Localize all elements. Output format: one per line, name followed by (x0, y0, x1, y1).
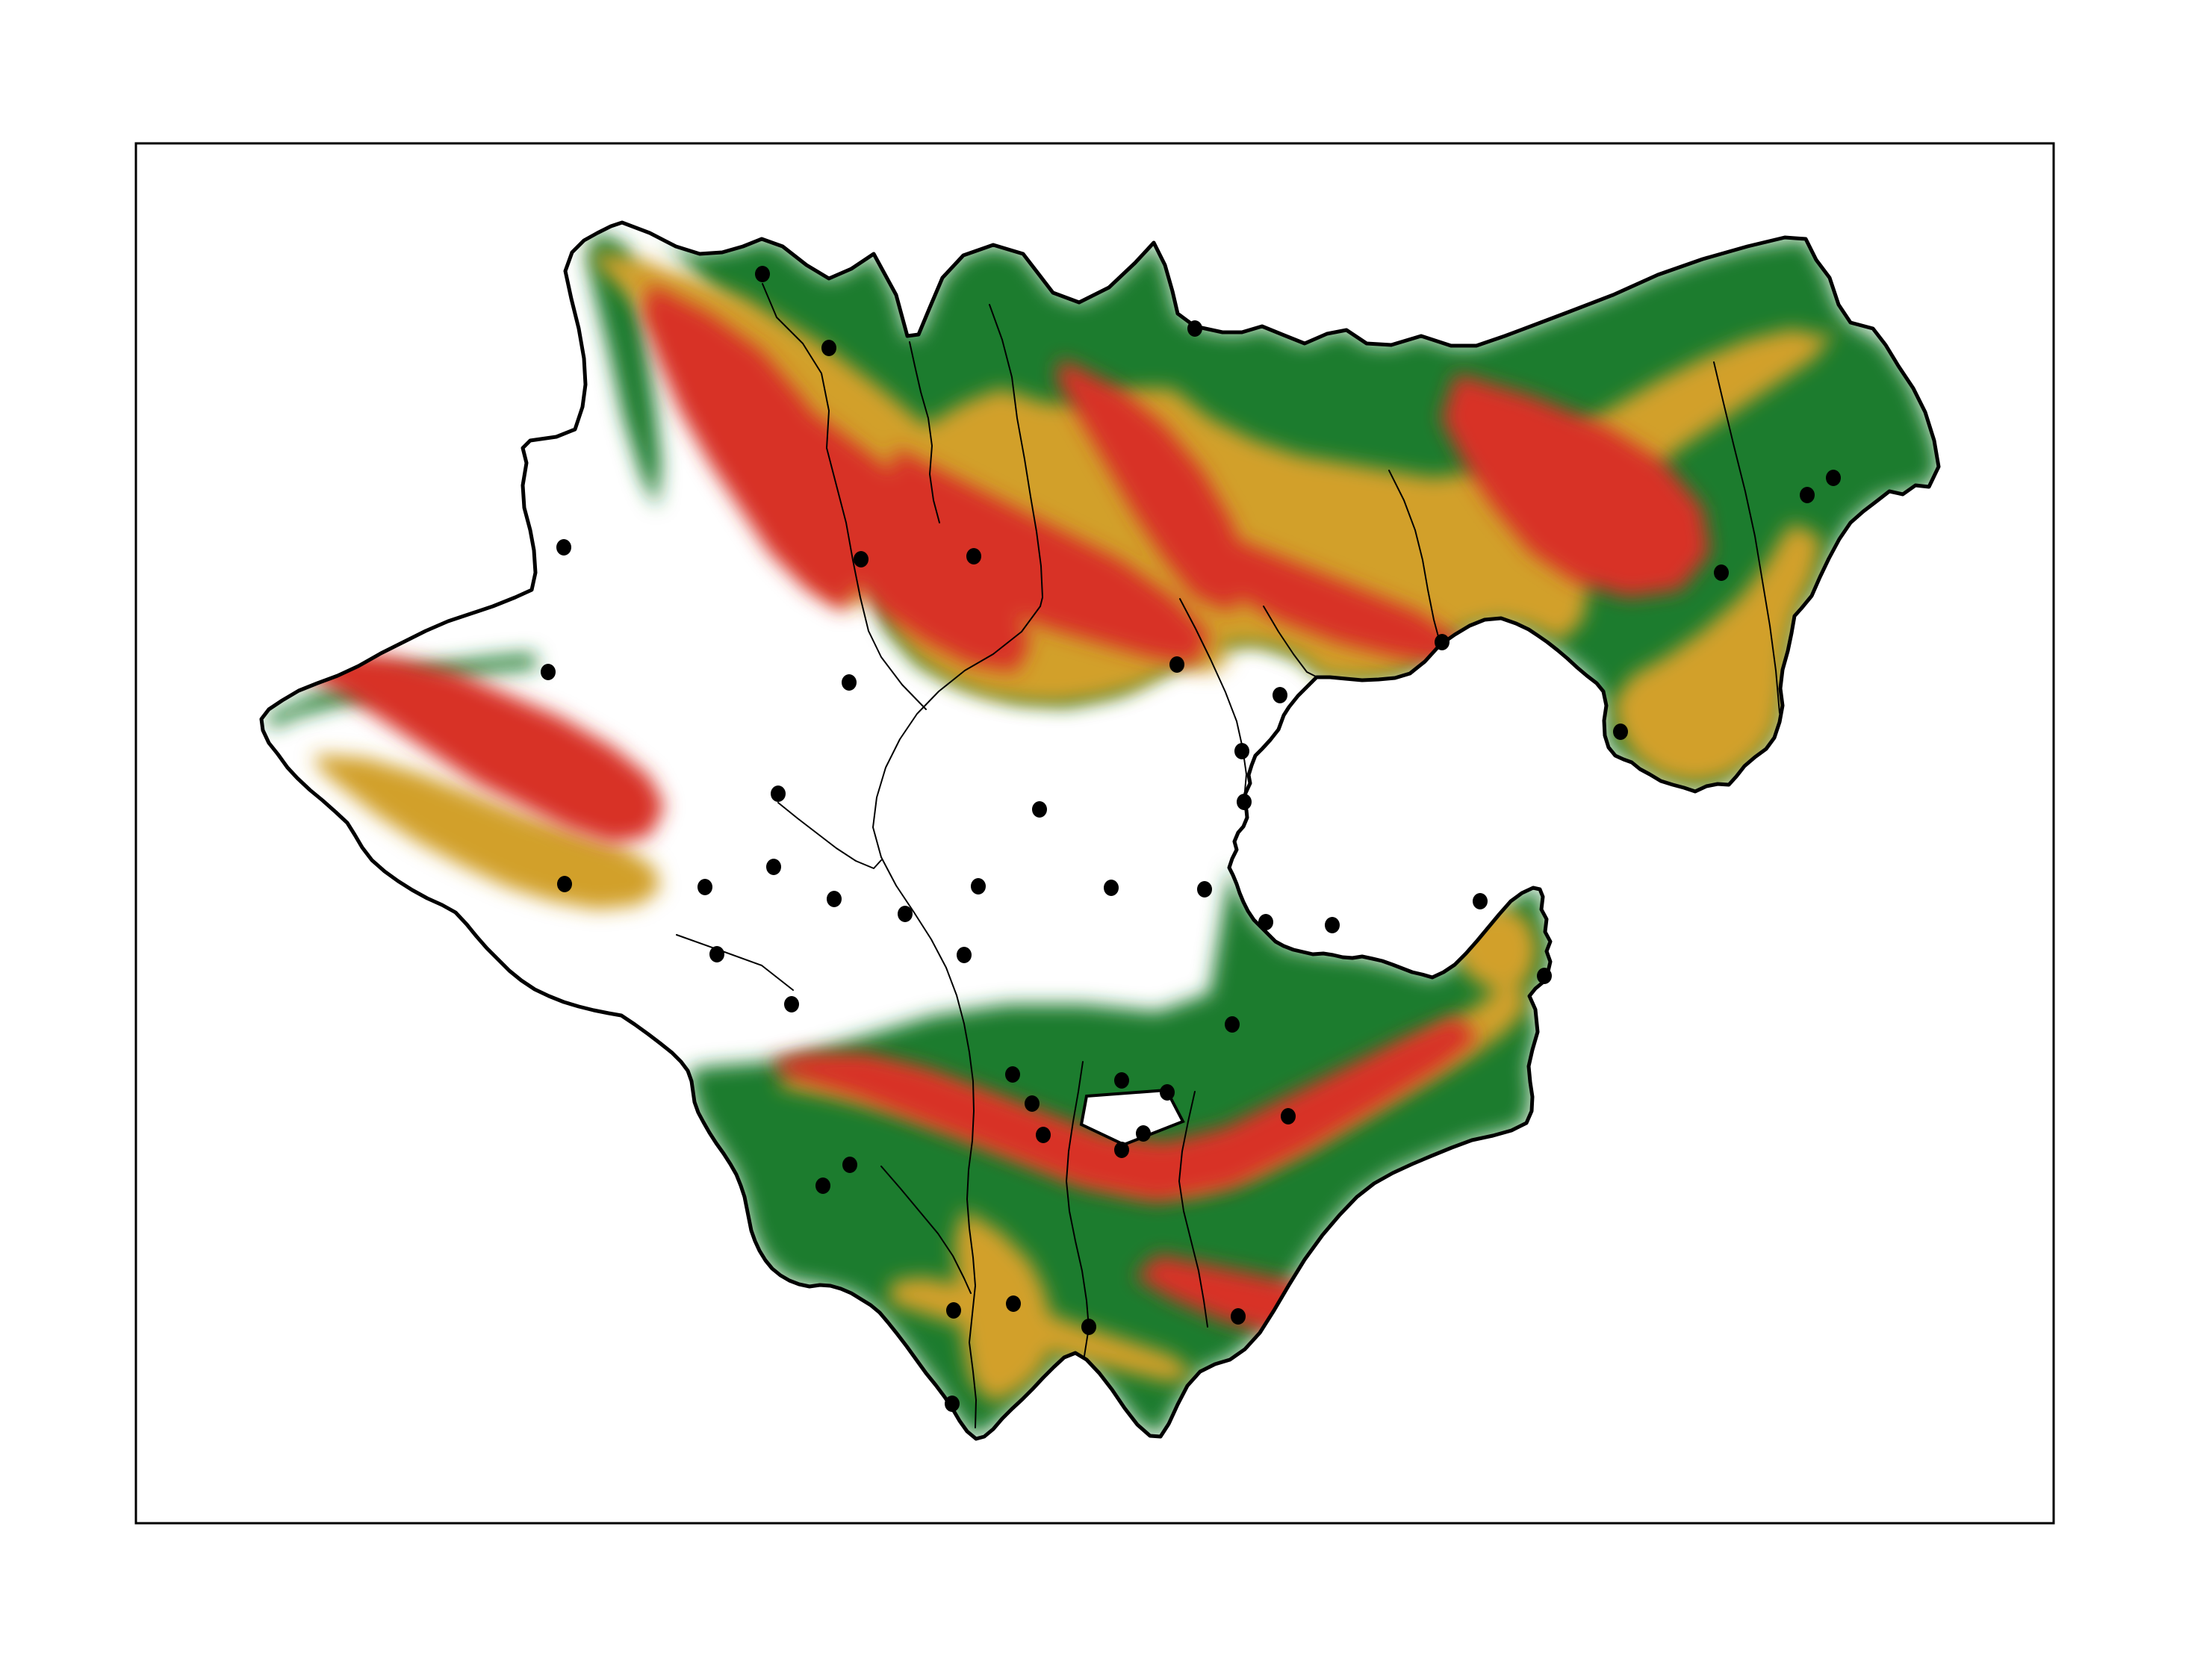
settlement-dot (766, 859, 781, 875)
settlement-dot (957, 947, 972, 963)
zone-high-risk-blob (1057, 358, 1247, 612)
settlement-dot (556, 539, 571, 556)
settlement-dot (854, 551, 869, 567)
zone-high-risk-blob (1441, 373, 1710, 597)
settlement-dot (771, 785, 786, 802)
zone-low-risk-blob (265, 653, 538, 728)
river-line (1178, 1091, 1208, 1328)
settlement-dot (1281, 1108, 1296, 1124)
settlement-dot (1225, 1016, 1240, 1033)
river-lines (676, 283, 1780, 1428)
settlement-dot (1537, 968, 1552, 984)
river-line (989, 304, 1043, 607)
settlement-dot (842, 674, 857, 691)
settlement-dot (1435, 634, 1449, 650)
settlement-dot (1005, 1066, 1020, 1083)
settlement-dot (1006, 1295, 1021, 1312)
zone-moderate-risk-blob (1613, 523, 1822, 784)
settlement-dot (971, 878, 986, 895)
settlement-dot (541, 664, 556, 680)
settlement-dot (1169, 656, 1184, 673)
settlement-dot (1258, 914, 1273, 930)
river-line (1388, 470, 1441, 643)
zone-moderate-risk-blob (954, 1210, 1053, 1404)
settlement-dot (1237, 794, 1252, 810)
settlement-dot (1234, 743, 1249, 759)
river-line (909, 341, 940, 523)
region-outline (259, 220, 1941, 1441)
settlement-dot (1160, 1084, 1175, 1101)
settlement-dot (966, 548, 981, 564)
settlement-dot (1826, 470, 1841, 486)
settlement-dot (784, 996, 799, 1012)
zone-high-risk-blob (284, 650, 665, 844)
settlement-dot (1325, 917, 1340, 933)
zone-high-risk-blob (1195, 523, 1464, 665)
settlement-dot (1114, 1072, 1129, 1089)
river-line (1179, 598, 1247, 800)
settlement-dot (1714, 564, 1729, 581)
zone-high-risk-blob (889, 448, 1210, 665)
zone-high-risk-blob (642, 284, 859, 612)
settlement-dot (1613, 724, 1628, 740)
river-line (762, 283, 927, 710)
settlement-dot (1187, 320, 1202, 337)
settlement-dot (1114, 1142, 1129, 1158)
settlement-dot (827, 891, 842, 907)
settlement-dot (755, 266, 770, 282)
settlement-dot (1136, 1125, 1151, 1142)
settlement-dot (1036, 1127, 1051, 1143)
river-line (676, 934, 794, 991)
settlement-dot (1197, 881, 1212, 897)
zone-low-risk-blob (586, 231, 661, 508)
settlement-dot (697, 879, 712, 895)
settlement-dot (557, 876, 572, 892)
settlement-dot (1081, 1319, 1096, 1335)
zone-high-risk-blob (769, 1015, 1479, 1202)
zone-moderate-risk-blob (314, 754, 661, 909)
settlement-dot (815, 1177, 830, 1194)
settlement-dot (709, 946, 724, 962)
river-line (872, 606, 1041, 1428)
settlement-dot (1273, 687, 1287, 703)
settlement-dot (898, 906, 913, 922)
river-line (777, 802, 882, 869)
plot-frame (134, 142, 2055, 1525)
river-line (1713, 361, 1780, 714)
settlement-dot (1104, 880, 1119, 896)
settlement-dot (945, 1396, 960, 1412)
settlement-dot (1032, 801, 1047, 818)
river-line (1263, 606, 1317, 677)
settlement-dot (1800, 487, 1815, 503)
zone-high-risk-blob (747, 373, 1031, 672)
settlement-dot (1473, 893, 1488, 909)
river-line (880, 1166, 972, 1294)
settlement-dot (1231, 1308, 1246, 1325)
settlement-dot (821, 340, 836, 356)
settlement-dot (1025, 1095, 1040, 1112)
settlement-dot (842, 1157, 857, 1173)
settlement-dot (946, 1302, 961, 1319)
settlement-dots (541, 266, 1841, 1412)
lake (1079, 1088, 1185, 1147)
